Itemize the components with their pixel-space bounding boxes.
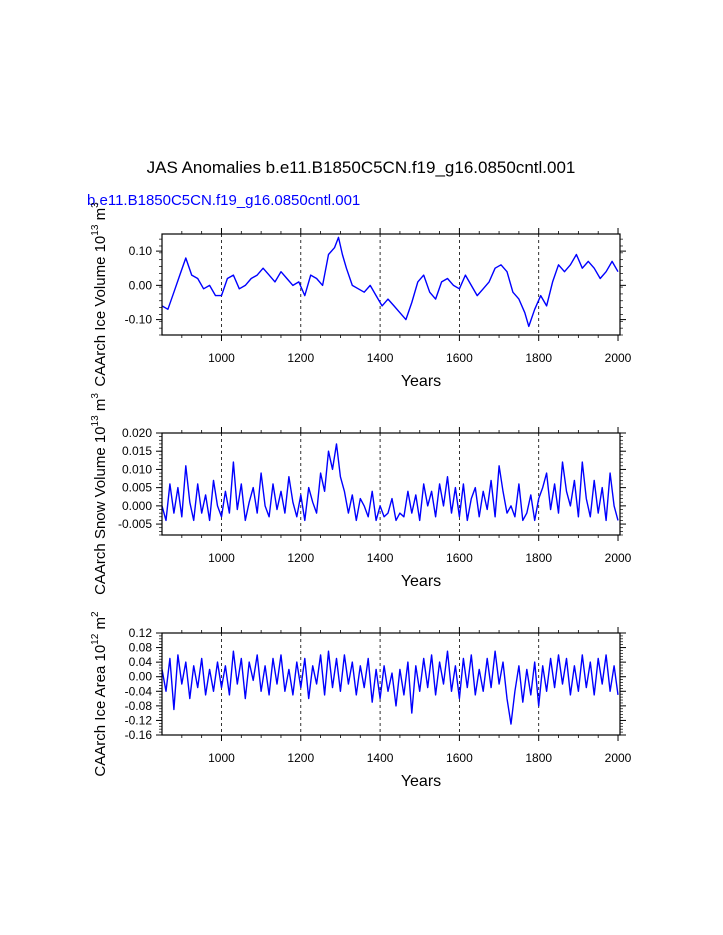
- y-label-name: CAArch Ice Volume: [92, 257, 109, 387]
- y-label-unit: m: [92, 399, 109, 412]
- y-label-unit: m: [92, 208, 109, 221]
- y-tick-label: 0.12: [129, 626, 153, 640]
- x-tick-label: 2000: [605, 751, 632, 765]
- chart-panel-1: 1000 1200 1400 1600 1800 2000 -0.10 0.00 0.10 Yea…: [90, 202, 632, 390]
- y-tick-label: 0.10: [129, 244, 153, 258]
- x-tick-label: 1200: [287, 351, 314, 365]
- y-axis-label: CAArch Ice Volume 1013 m3: [90, 202, 109, 387]
- chart-panel-2: 1000 1200 1400 1600 1800 2000 -0.005 0.000 0.005…: [90, 393, 632, 595]
- chart-panel-3: 1000 1200 1400 1600 1800 2000 -0.16-0.12-0.08-…: [90, 611, 632, 790]
- x-tick-label: 1600: [446, 351, 473, 365]
- series-line-1: [161, 443, 619, 522]
- y-tick-label: -0.04: [125, 684, 153, 698]
- plot-frame: [161, 233, 621, 336]
- x-tick-label: 1800: [525, 351, 552, 365]
- y-tick-label: -0.16: [125, 728, 153, 742]
- x-tick-label: 1000: [208, 551, 235, 565]
- y-tick-label: -0.12: [125, 713, 153, 727]
- x-axis-label: Years: [401, 573, 441, 590]
- panels-container: 1000 1200 1400 1600 1800 2000 -0.10 0.00 0.10 Yea…: [90, 202, 632, 790]
- x-tick-label: 1400: [367, 551, 394, 565]
- y-tick-label: -0.08: [125, 699, 153, 713]
- case-label: b.e11.B1850C5CN.f19_g16.0850cntl.001: [87, 192, 360, 209]
- y-tick-label: 0.04: [129, 655, 153, 669]
- series-line-1: [161, 236, 619, 328]
- x-tick-label: 1800: [525, 751, 552, 765]
- x-tick-label: 2000: [605, 551, 632, 565]
- y-axis-label: CAArch Ice Area 1012 m2: [90, 611, 109, 777]
- figure-title: JAS Anomalies b.e11.B1850C5CN.f19_g16.08…: [147, 158, 576, 177]
- y-tick-label: 0.08: [129, 641, 153, 655]
- x-axis-label: Years: [401, 773, 441, 790]
- y-tick-label: 0.010: [122, 462, 152, 476]
- x-tick-label: 1000: [208, 351, 235, 365]
- y-label-pow-base: 10: [92, 645, 109, 662]
- x-tick-label: 1400: [367, 751, 394, 765]
- y-tick-label: 0.005: [122, 481, 152, 495]
- plot-frame: [161, 632, 621, 736]
- y-tick-label: 0.020: [122, 426, 152, 440]
- y-label-pow-base: 10: [92, 236, 109, 253]
- y-tick-label: -0.005: [118, 517, 152, 531]
- series-line-1: [161, 650, 619, 725]
- y-tick-label: 0.00: [129, 278, 153, 292]
- y-label-pow-exp: 13: [90, 415, 101, 427]
- x-tick-label: 1400: [367, 351, 394, 365]
- y-label-unit: m: [92, 617, 109, 630]
- x-tick-label: 1000: [208, 751, 235, 765]
- x-tick-label: 1200: [287, 551, 314, 565]
- y-tick-label: 0.000: [122, 499, 152, 513]
- x-tick-label: 1800: [525, 551, 552, 565]
- x-axis-label: Years: [401, 373, 441, 390]
- y-label-unit-exp: 3: [90, 202, 101, 208]
- y-tick-label: -0.10: [125, 313, 153, 327]
- x-tick-label: 2000: [605, 351, 632, 365]
- y-label-name: CAArch Ice Area: [92, 665, 109, 777]
- plot-frame: [161, 432, 621, 536]
- x-tick-label: 1600: [446, 551, 473, 565]
- y-tick-label: 0.00: [129, 670, 153, 684]
- y-label-unit-exp: 3: [90, 393, 101, 399]
- x-tick-label: 1200: [287, 751, 314, 765]
- y-label-name: CAArch Snow Volume: [92, 447, 109, 595]
- y-label-pow-base: 10: [92, 426, 109, 443]
- y-label-unit-exp: 2: [90, 611, 101, 617]
- x-tick-label: 1600: [446, 751, 473, 765]
- y-axis-label: CAArch Snow Volume 1013 m3: [90, 393, 109, 595]
- y-label-pow-exp: 13: [90, 224, 101, 236]
- y-label-pow-exp: 12: [90, 633, 101, 645]
- y-tick-label: 0.015: [122, 444, 152, 458]
